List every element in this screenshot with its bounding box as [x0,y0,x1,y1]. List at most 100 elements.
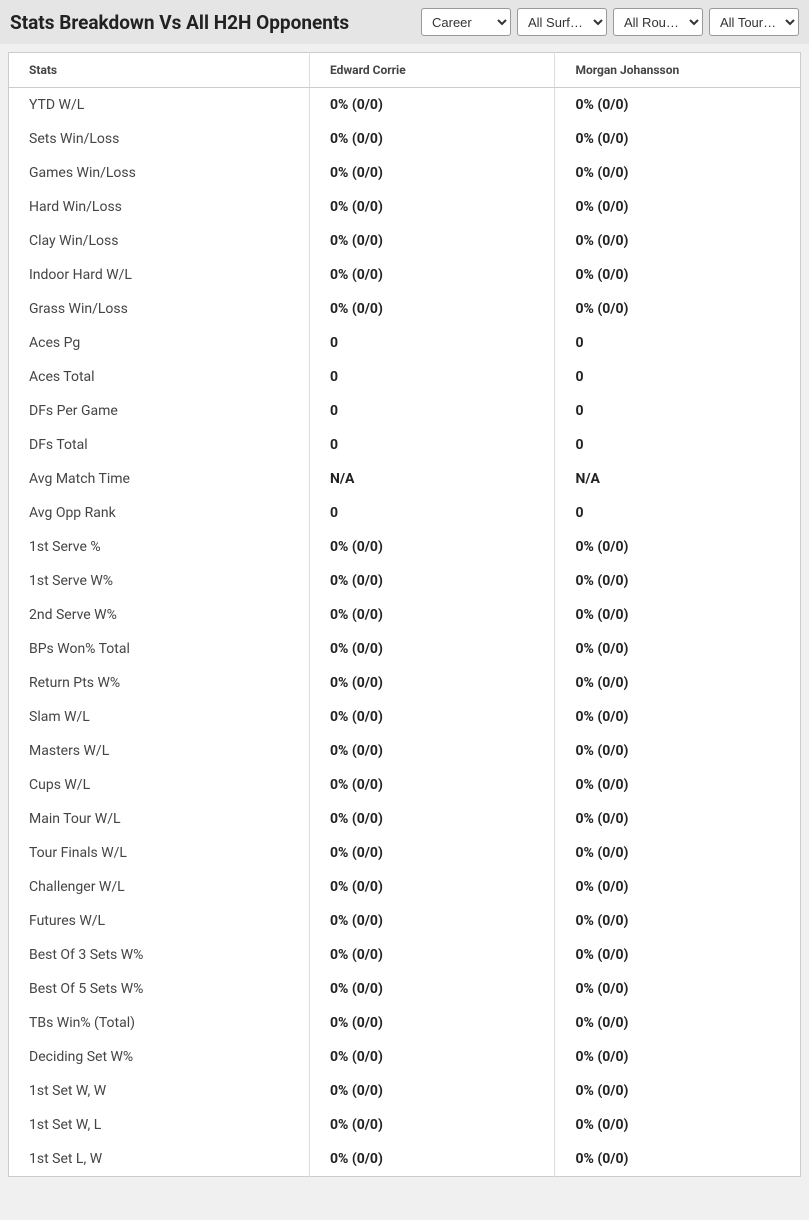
table-row: Avg Opp Rank00 [9,496,801,530]
table-row: Tour Finals W/L0% (0/0)0% (0/0) [9,836,801,870]
stat-label: Best Of 3 Sets W% [9,938,310,972]
stat-label: Return Pts W% [9,666,310,700]
table-row: Masters W/L0% (0/0)0% (0/0) [9,734,801,768]
table-row: Hard Win/Loss0% (0/0)0% (0/0) [9,190,801,224]
stat-value-player2: N/A [555,462,801,496]
stat-label: Grass Win/Loss [9,292,310,326]
stat-value-player2: 0% (0/0) [555,1040,801,1074]
stat-label: Indoor Hard W/L [9,258,310,292]
stat-label: 1st Set L, W [9,1142,310,1177]
stat-value-player1: 0 [309,360,555,394]
stat-label: Cups W/L [9,768,310,802]
stat-value-player1: 0% (0/0) [309,734,555,768]
column-header-player2: Morgan Johansson [555,53,801,88]
stat-value-player2: 0 [555,428,801,462]
stat-value-player1: 0% (0/0) [309,88,555,123]
stat-label: TBs Win% (Total) [9,1006,310,1040]
stat-value-player2: 0% (0/0) [555,292,801,326]
table-row: 1st Set W, W0% (0/0)0% (0/0) [9,1074,801,1108]
table-row: Deciding Set W%0% (0/0)0% (0/0) [9,1040,801,1074]
stat-value-player1: 0% (0/0) [309,598,555,632]
stat-label: Best Of 5 Sets W% [9,972,310,1006]
stat-value-player1: 0% (0/0) [309,530,555,564]
table-row: Main Tour W/L0% (0/0)0% (0/0) [9,802,801,836]
stat-value-player2: 0% (0/0) [555,88,801,123]
stat-label: Aces Pg [9,326,310,360]
stat-value-player2: 0% (0/0) [555,666,801,700]
stat-value-player2: 0% (0/0) [555,768,801,802]
stat-label: 2nd Serve W% [9,598,310,632]
stat-label: Tour Finals W/L [9,836,310,870]
table-row: Cups W/L0% (0/0)0% (0/0) [9,768,801,802]
stat-label: Games Win/Loss [9,156,310,190]
stats-tbody: YTD W/L0% (0/0)0% (0/0)Sets Win/Loss0% (… [9,88,801,1177]
stat-value-player1: 0% (0/0) [309,156,555,190]
stat-value-player2: 0 [555,496,801,530]
stat-label: DFs Total [9,428,310,462]
table-row: 2nd Serve W%0% (0/0)0% (0/0) [9,598,801,632]
stat-value-player1: 0% (0/0) [309,1142,555,1177]
stat-value-player2: 0% (0/0) [555,1108,801,1142]
stat-value-player2: 0% (0/0) [555,700,801,734]
stats-table: Stats Edward Corrie Morgan Johansson YTD… [8,52,801,1177]
filter-tour-select[interactable]: All Tour… [709,8,799,36]
column-header-player1: Edward Corrie [309,53,555,88]
stat-label: Main Tour W/L [9,802,310,836]
table-row: DFs Total00 [9,428,801,462]
table-row: 1st Serve W%0% (0/0)0% (0/0) [9,564,801,598]
stat-label: 1st Serve W% [9,564,310,598]
stat-value-player1: 0% (0/0) [309,190,555,224]
stat-value-player1: 0% (0/0) [309,938,555,972]
filter-career-select[interactable]: Career [421,8,511,36]
page-title: Stats Breakdown Vs All H2H Opponents [10,11,349,34]
table-row: Clay Win/Loss0% (0/0)0% (0/0) [9,224,801,258]
stat-value-player1: N/A [309,462,555,496]
stat-label: YTD W/L [9,88,310,123]
stat-label: BPs Won% Total [9,632,310,666]
stat-label: 1st Set W, W [9,1074,310,1108]
stat-value-player2: 0 [555,326,801,360]
table-row: Indoor Hard W/L0% (0/0)0% (0/0) [9,258,801,292]
stat-value-player2: 0% (0/0) [555,870,801,904]
stat-value-player1: 0 [309,428,555,462]
stat-label: DFs Per Game [9,394,310,428]
stat-value-player2: 0% (0/0) [555,598,801,632]
stat-value-player2: 0% (0/0) [555,1142,801,1177]
stat-value-player1: 0% (0/0) [309,1006,555,1040]
stat-label: 1st Set W, L [9,1108,310,1142]
table-row: DFs Per Game00 [9,394,801,428]
stat-label: Avg Opp Rank [9,496,310,530]
filter-surface-select[interactable]: All Surf… [517,8,607,36]
stat-value-player2: 0% (0/0) [555,1074,801,1108]
stat-label: Deciding Set W% [9,1040,310,1074]
table-container: Stats Edward Corrie Morgan Johansson YTD… [0,44,809,1185]
stat-value-player2: 0% (0/0) [555,530,801,564]
stat-value-player1: 0% (0/0) [309,1074,555,1108]
stat-value-player1: 0 [309,496,555,530]
stat-value-player2: 0% (0/0) [555,258,801,292]
stat-value-player1: 0% (0/0) [309,870,555,904]
stat-value-player2: 0% (0/0) [555,904,801,938]
stat-value-player1: 0% (0/0) [309,224,555,258]
stat-label: Masters W/L [9,734,310,768]
stat-value-player1: 0% (0/0) [309,802,555,836]
stat-label: Futures W/L [9,904,310,938]
header-bar: Stats Breakdown Vs All H2H Opponents Car… [0,0,809,44]
stat-label: Avg Match Time [9,462,310,496]
table-row: BPs Won% Total0% (0/0)0% (0/0) [9,632,801,666]
filter-round-select[interactable]: All Rou… [613,8,703,36]
stat-value-player2: 0 [555,394,801,428]
table-row: YTD W/L0% (0/0)0% (0/0) [9,88,801,123]
table-row: Aces Pg00 [9,326,801,360]
table-row: Futures W/L0% (0/0)0% (0/0) [9,904,801,938]
stat-value-player1: 0% (0/0) [309,258,555,292]
table-row: Grass Win/Loss0% (0/0)0% (0/0) [9,292,801,326]
table-row: 1st Serve %0% (0/0)0% (0/0) [9,530,801,564]
table-row: Games Win/Loss0% (0/0)0% (0/0) [9,156,801,190]
stat-value-player2: 0% (0/0) [555,632,801,666]
stat-value-player2: 0% (0/0) [555,564,801,598]
stat-value-player1: 0% (0/0) [309,122,555,156]
table-row: Challenger W/L0% (0/0)0% (0/0) [9,870,801,904]
stat-value-player2: 0% (0/0) [555,972,801,1006]
stat-label: Sets Win/Loss [9,122,310,156]
